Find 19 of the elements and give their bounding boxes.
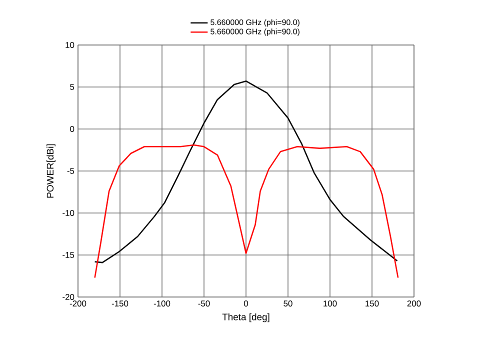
- x-tick-label: -100: [154, 300, 170, 307]
- y-tick-label: 10: [66, 42, 74, 48]
- y-tick-label: -20: [62, 294, 74, 300]
- x-axis-title: Theta [deg]: [222, 313, 270, 322]
- y-axis-title: POWER[dBi]: [46, 144, 56, 198]
- x-tick-label: 200: [407, 300, 421, 307]
- y-tick-label: -5: [67, 168, 74, 174]
- line-series: [94, 80, 398, 264]
- x-tick-label: -200: [70, 300, 86, 307]
- x-tick-label: 100: [324, 300, 337, 307]
- x-tick-label: 150: [366, 300, 379, 307]
- y-tick-label: 0: [70, 126, 74, 132]
- x-tick-label: -50: [198, 300, 210, 307]
- y-tick-label: -15: [62, 252, 74, 258]
- x-tick-label: 0: [244, 300, 248, 307]
- x-tick-label: -150: [112, 300, 128, 307]
- y-tick-label: 5: [70, 84, 74, 90]
- y-tick-label: -10: [62, 210, 74, 216]
- x-tick-label: 50: [284, 300, 292, 307]
